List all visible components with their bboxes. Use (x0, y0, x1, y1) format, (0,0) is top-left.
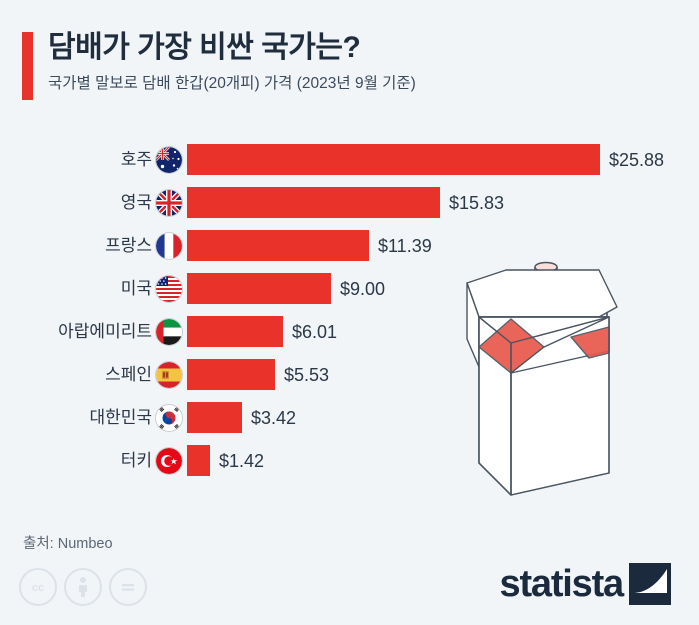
bar-value-label: $5.53 (284, 364, 330, 385)
bar-value-label: $9.00 (340, 278, 386, 299)
bar-value-label: $25.88 (609, 149, 665, 170)
source-label: 출처: Numbeo (23, 536, 113, 552)
svg-text:cc: cc (32, 582, 44, 594)
chart-row: 터키 $1.42 (0, 439, 699, 482)
chart-row: 대한민국 $3.42 (0, 396, 699, 439)
statista-logo-mark (629, 563, 671, 605)
country-label: 터키 (120, 451, 152, 470)
header-text: 담배가 가장 비싼 국가는? 국가별 말보로 담배 한갑(20개피) 가격 (2… (48, 30, 416, 95)
bar (187, 316, 283, 347)
footer: 출처: Numbeo cc statista (0, 505, 699, 625)
bar (187, 187, 440, 218)
bar (187, 402, 242, 433)
cc-by-icon[interactable] (64, 568, 102, 606)
country-label: 아랍에미리트 (58, 322, 152, 341)
statista-logo: statista (500, 563, 671, 605)
bar (187, 230, 369, 261)
flag-south-korea-icon (156, 404, 182, 431)
bar-value-label: $15.83 (449, 192, 505, 213)
page-subtitle: 국가별 말보로 담배 한갑(20개피) 가격 (2023년 9월 기준) (48, 75, 416, 93)
bar-chart: 호주 $25.88 영국 $15.83 프랑스 $11.39 미국 $9.00 아랍에미리트 $6… (0, 138, 699, 482)
flag-spain-icon (156, 361, 182, 388)
chart-row: 영국 $15.83 (0, 181, 699, 224)
bar-value-label: $3.42 (251, 407, 297, 428)
chart-row: 스페인 $5.53 (0, 353, 699, 396)
flag-united-arab-emirates-icon (156, 318, 182, 345)
bar-value-label: $11.39 (378, 235, 432, 256)
chart-row: 호주 $25.88 (0, 138, 699, 181)
country-label: 대한민국 (89, 408, 152, 427)
accent-bar (22, 32, 33, 100)
chart-row: 미국 $9.00 (0, 267, 699, 310)
bar (187, 359, 275, 390)
country-label: 호주 (120, 150, 152, 169)
header: 담배가 가장 비싼 국가는? 국가별 말보로 담배 한갑(20개피) 가격 (2… (22, 30, 662, 100)
bar (187, 445, 210, 476)
page-title: 담배가 가장 비싼 국가는? (48, 31, 361, 64)
flag-france-icon (156, 232, 182, 259)
flag-united-kingdom-icon (156, 189, 182, 216)
chart-row: 프랑스 $11.39 (0, 224, 699, 267)
country-label: 프랑스 (105, 236, 152, 255)
bar-value-label: $6.01 (292, 321, 338, 342)
bar (187, 144, 600, 175)
bar-value-label: $1.42 (219, 450, 265, 471)
cc-icon[interactable]: cc (19, 568, 57, 606)
flag-australia-icon (156, 146, 182, 173)
license-icons: cc (19, 568, 147, 606)
bar (187, 273, 331, 304)
country-label: 미국 (120, 279, 152, 298)
flag-turkey-icon (156, 447, 182, 474)
cc-nd-icon[interactable] (109, 568, 147, 606)
statista-wordmark: statista (499, 563, 625, 605)
country-label: 영국 (120, 193, 152, 212)
country-label: 스페인 (105, 365, 152, 384)
flag-united-states-icon (156, 275, 182, 302)
chart-row: 아랍에미리트 $6.01 (0, 310, 699, 353)
